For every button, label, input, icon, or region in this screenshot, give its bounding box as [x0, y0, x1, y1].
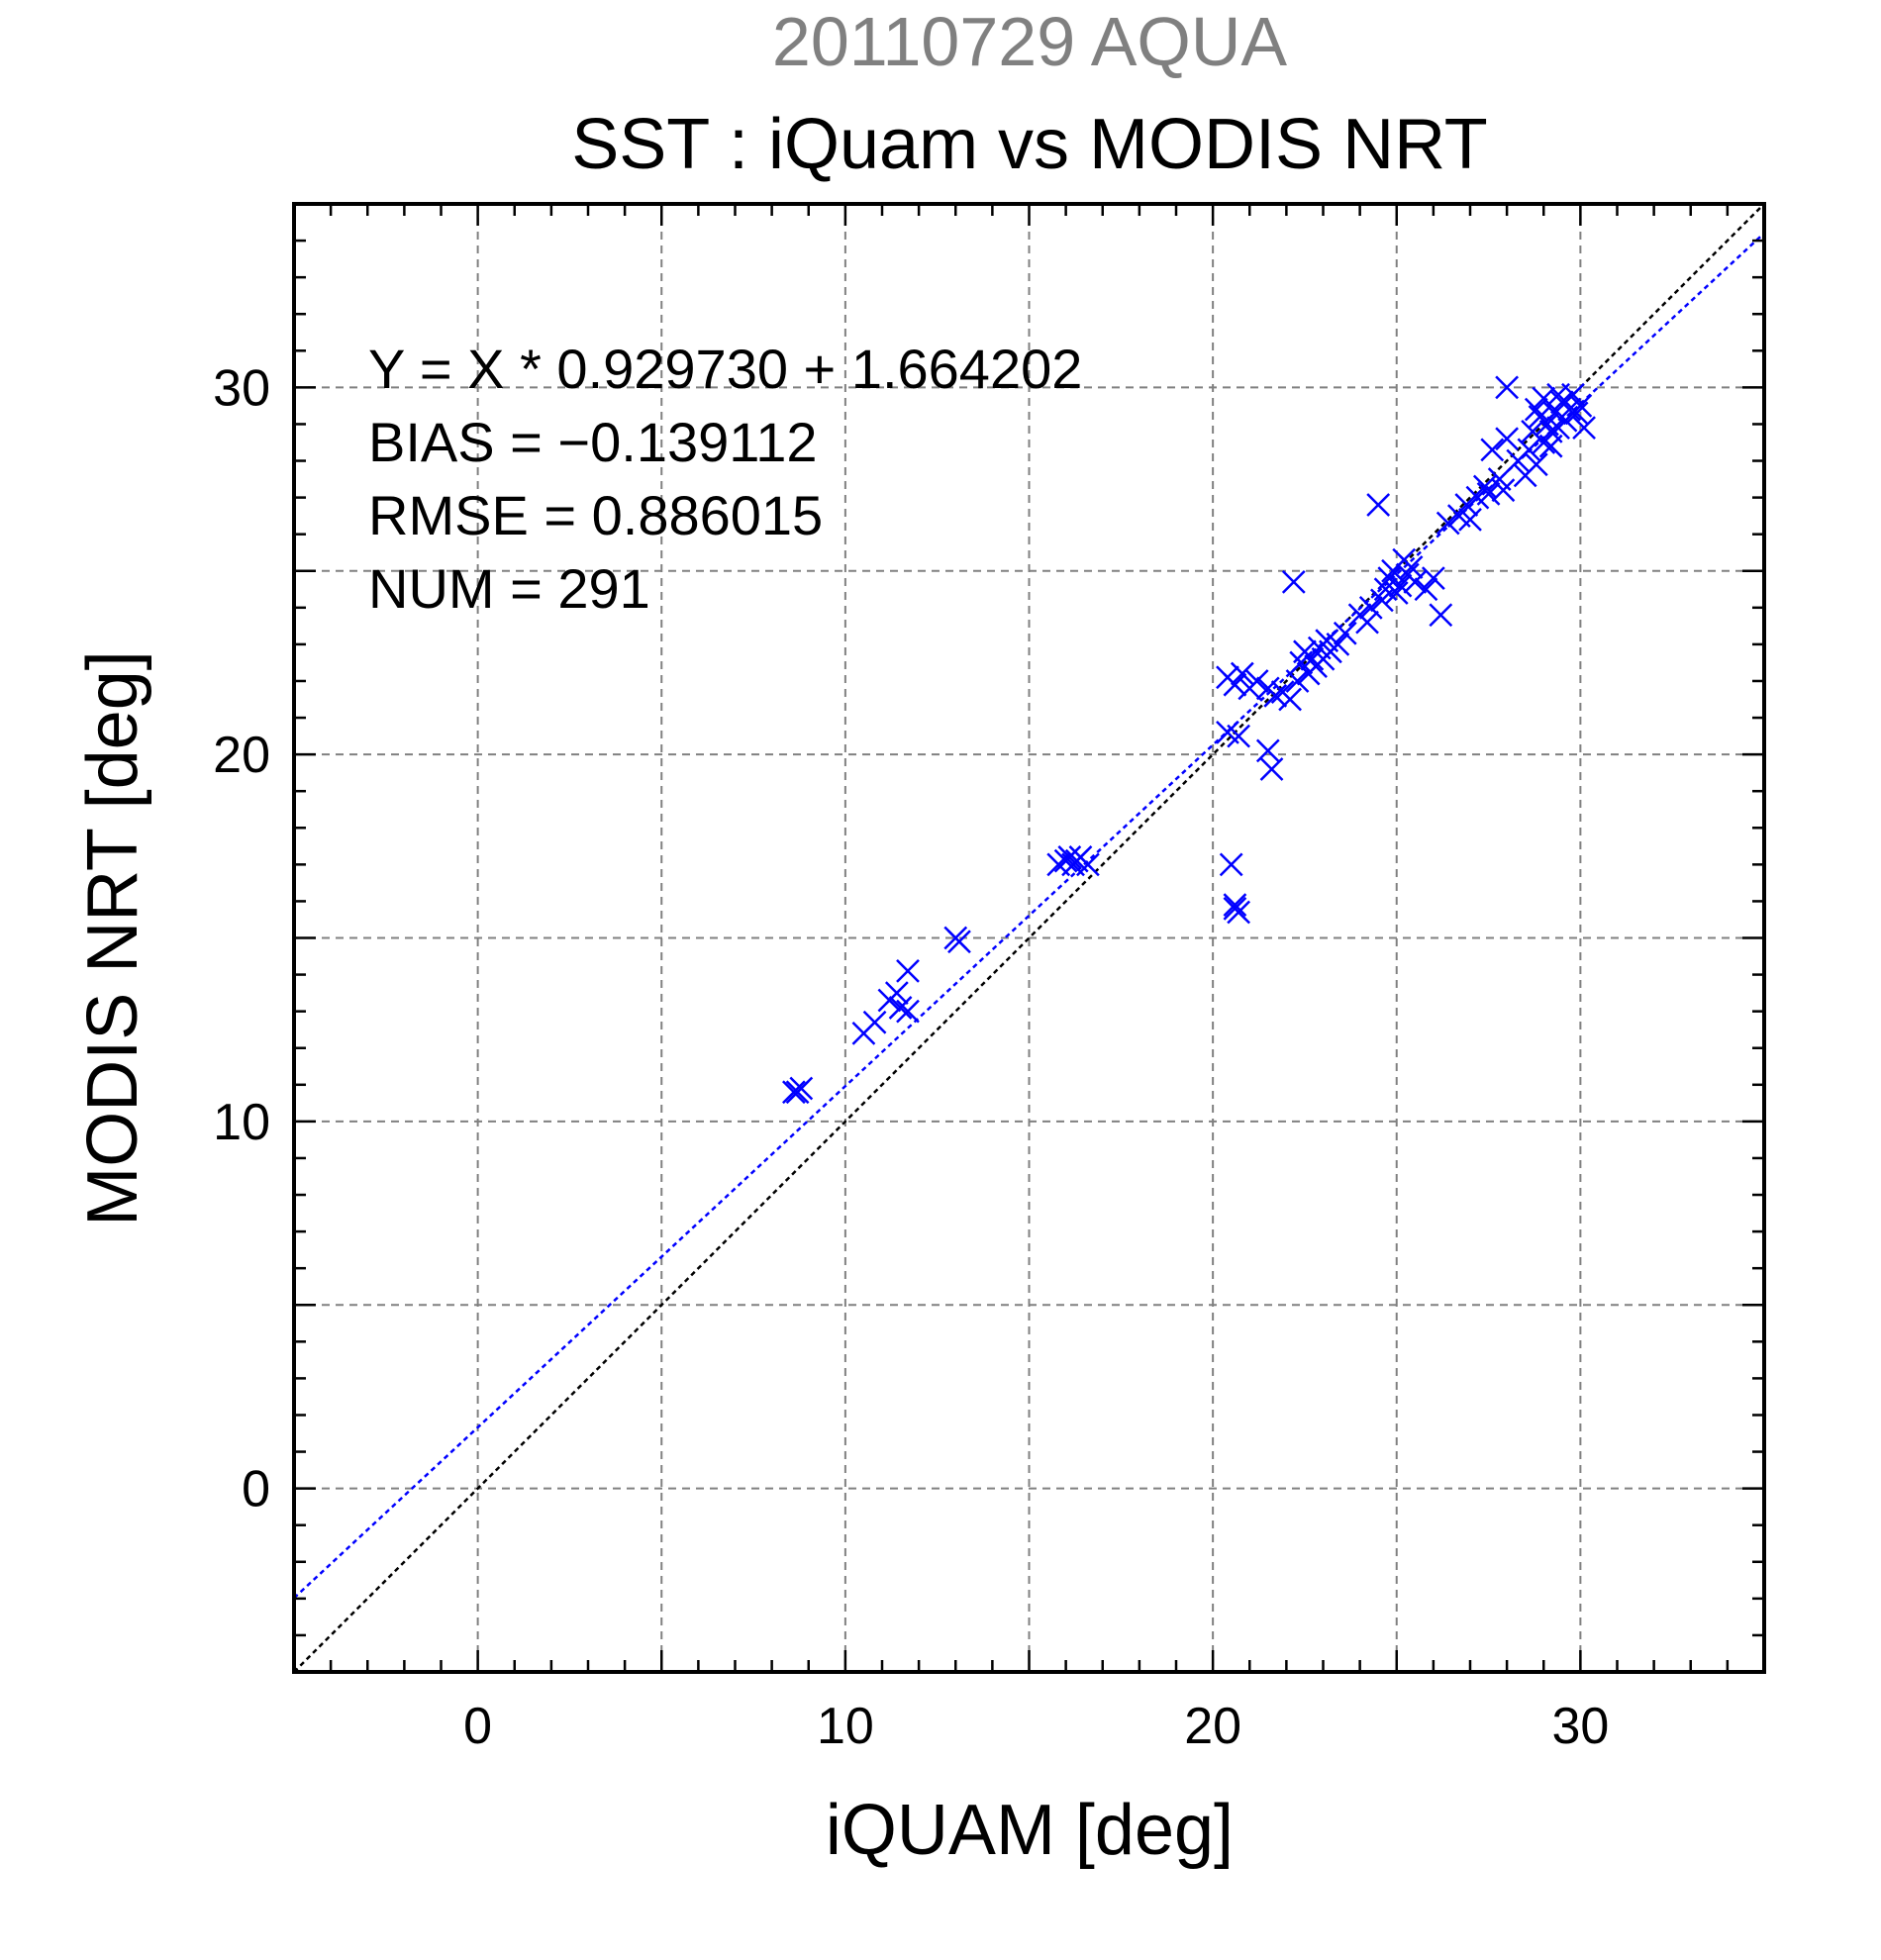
- data-point: [1568, 394, 1593, 418]
- data-point: [1230, 661, 1254, 686]
- data-point: [1480, 438, 1505, 462]
- data-point: [1244, 669, 1269, 693]
- data-point: [1263, 683, 1288, 708]
- data-point: [888, 996, 913, 1020]
- data-point: [782, 1080, 806, 1105]
- data-point: [1524, 452, 1548, 477]
- data-point: [1278, 687, 1302, 712]
- data-point: [1538, 434, 1563, 458]
- data-point: [1524, 397, 1548, 422]
- data-point: [896, 958, 920, 983]
- data-point: [1388, 573, 1413, 598]
- data-point: [1223, 893, 1247, 918]
- y-tick-label: 20: [213, 727, 270, 784]
- data-point: [1414, 577, 1438, 602]
- stat-regression: Y = X * 0.929730 + 1.664202: [368, 338, 1082, 400]
- data-point: [1227, 900, 1250, 925]
- tick-labels: 0 10 20 30 0 10 20 30: [213, 359, 1609, 1755]
- data-point: [1057, 845, 1082, 869]
- y-tick-label: 0: [242, 1461, 270, 1519]
- stats-annotation: Y = X * 0.929730 + 1.664202 BIAS = −0.13…: [368, 338, 1082, 620]
- data-point: [1472, 474, 1497, 499]
- data-point: [1255, 738, 1280, 763]
- data-point: [1454, 493, 1479, 517]
- data-point: [896, 999, 920, 1024]
- data-point: [1476, 482, 1501, 506]
- data-point: [789, 1076, 814, 1101]
- data-point: [1542, 401, 1567, 426]
- data-point: [1517, 438, 1541, 462]
- chart-supertitle: 20110729 AQUA: [772, 3, 1288, 80]
- x-tick-label: 20: [1184, 1698, 1241, 1755]
- identity-line: [293, 203, 1765, 1673]
- y-tick-label: 30: [213, 359, 270, 417]
- plot-frame: [292, 202, 1766, 1674]
- data-point: [1223, 672, 1247, 697]
- data-point: [1399, 555, 1424, 579]
- data-point: [1564, 401, 1589, 426]
- data-point: [1076, 852, 1100, 877]
- x-axis-label: iQUAM [deg]: [826, 1791, 1234, 1870]
- data-point: [1377, 566, 1402, 591]
- stat-bias: BIAS = −0.139112: [368, 411, 818, 473]
- data-point: [1429, 603, 1453, 628]
- x-tick-label: 10: [817, 1698, 874, 1755]
- x-tick-label: 30: [1551, 1698, 1609, 1755]
- data-point: [1358, 595, 1383, 620]
- data-point: [1384, 581, 1409, 605]
- data-point: [1285, 669, 1310, 693]
- data-point: [1421, 566, 1445, 591]
- data-point: [1572, 416, 1596, 441]
- chart-title: SST : iQuam vs MODIS NRT: [571, 105, 1488, 184]
- stat-rmse: RMSE = 0.886015: [368, 484, 823, 546]
- y-axis-label: MODIS NRT [deg]: [73, 650, 152, 1226]
- data-point: [1259, 757, 1284, 781]
- data-points: [782, 375, 1596, 1105]
- data-point: [1333, 621, 1357, 645]
- data-point: [1366, 493, 1391, 517]
- data-point: [947, 930, 971, 954]
- reference-lines: [293, 203, 1765, 1673]
- stat-num: NUM = 291: [368, 557, 650, 620]
- data-point: [1219, 852, 1243, 877]
- x-tick-label: 0: [463, 1698, 492, 1755]
- data-point: [1495, 427, 1520, 451]
- data-point: [1300, 646, 1325, 671]
- data-point: [1281, 569, 1306, 594]
- data-point: [1532, 386, 1556, 411]
- data-point: [1495, 375, 1520, 400]
- data-point: [1491, 478, 1516, 503]
- data-point: [1355, 610, 1379, 635]
- grid: [294, 204, 1764, 1672]
- fit-line: [293, 232, 1765, 1600]
- data-point: [862, 1010, 887, 1034]
- data-point: [884, 981, 909, 1005]
- data-point: [1326, 633, 1350, 656]
- data-point: [1436, 511, 1460, 536]
- data-point: [1227, 724, 1250, 748]
- y-tick-label: 10: [213, 1094, 270, 1151]
- data-point: [1546, 382, 1570, 407]
- data-point: [1403, 569, 1428, 594]
- data-point: [1458, 507, 1482, 532]
